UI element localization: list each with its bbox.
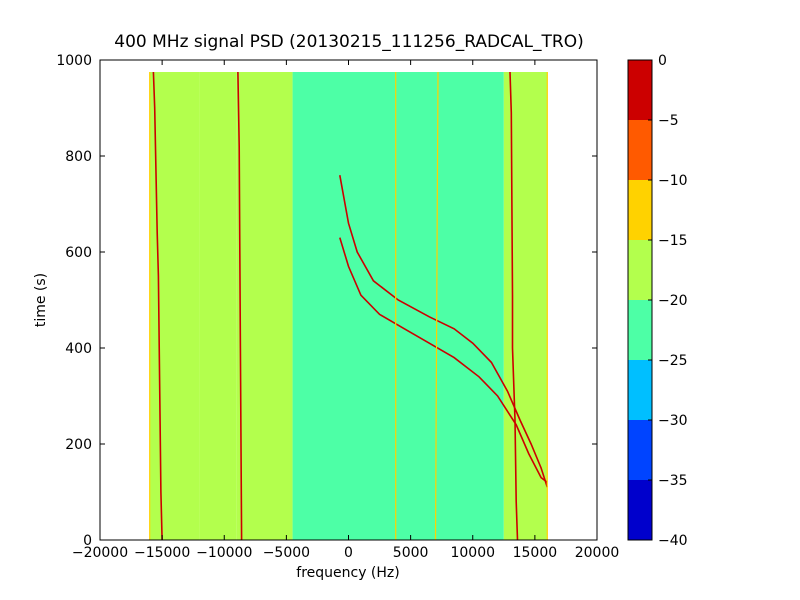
colorbar-tick-label: −15 [658,233,688,249]
signal-trace-3 [339,175,549,488]
x-axis: −20000 −15000 −10000 −5000 0 5000 10000 15000 20… [72,60,619,561]
heatmap-band-3 [292,72,504,540]
colorbar-tick-label: −10 [658,173,688,189]
colorbar-segment [628,480,652,540]
colorbar-tick-label: −5 [658,113,679,129]
colorbar-segment [628,240,652,300]
y-axis: 0 200 400 600 800 1000 [56,53,597,549]
x-tick-label: 20000 [575,545,620,561]
chart-title: 400 MHz signal PSD (20130215_111256_RADC… [114,32,583,52]
colorbar-tick-label: −30 [658,413,688,429]
colorbar-tick-label: −25 [658,353,688,369]
y-axis-label: time (s) [33,273,49,327]
y-tick-label: 600 [65,245,92,261]
x-tick-label: −20000 [72,545,128,561]
x-tick-label: 5000 [393,545,429,561]
heatmap-band-4 [503,72,548,540]
heatmap-band-1 [199,72,237,540]
signal-trace-2 [509,71,519,541]
colorbar-segment [628,180,652,240]
colorbar-tick-label: −20 [658,293,688,309]
plot-frame [99,59,598,541]
signal-trace-6 [434,71,439,541]
y-tick-label: 0 [83,533,92,549]
colorbar-segment [628,300,652,360]
y-tick-label: 200 [65,437,92,453]
y-tick-label: 400 [65,341,92,357]
x-tick-label: −15000 [134,545,190,561]
x-tick-label: −5000 [263,545,310,561]
signal-trace-4 [339,237,548,484]
colorbar-segment [628,360,652,420]
colorbar-segment [628,60,652,120]
colorbar: −40 −35 −30 −25 −20 −15 −10 −5 0 [627,53,688,549]
signal-trace-0 [152,71,163,541]
x-tick-label: 15000 [513,545,558,561]
colorbar-tick-label: −35 [658,473,688,489]
colorbar-tick-label: 0 [658,53,667,69]
y-tick-label: 1000 [56,53,92,69]
colorbar-segment [628,420,652,480]
colorbar-segment [628,120,652,180]
plot-area [149,71,549,541]
x-tick-label: −10000 [196,545,252,561]
x-tick-label: 10000 [450,545,495,561]
x-tick-label: 0 [344,545,353,561]
heatmap-band-0 [149,72,200,540]
x-axis-label: frequency (Hz) [296,565,399,581]
heatmap-band-2 [236,72,293,540]
colorbar-tick-label: −40 [658,533,688,549]
y-tick-label: 800 [65,149,92,165]
signal-trace-1 [237,71,243,541]
